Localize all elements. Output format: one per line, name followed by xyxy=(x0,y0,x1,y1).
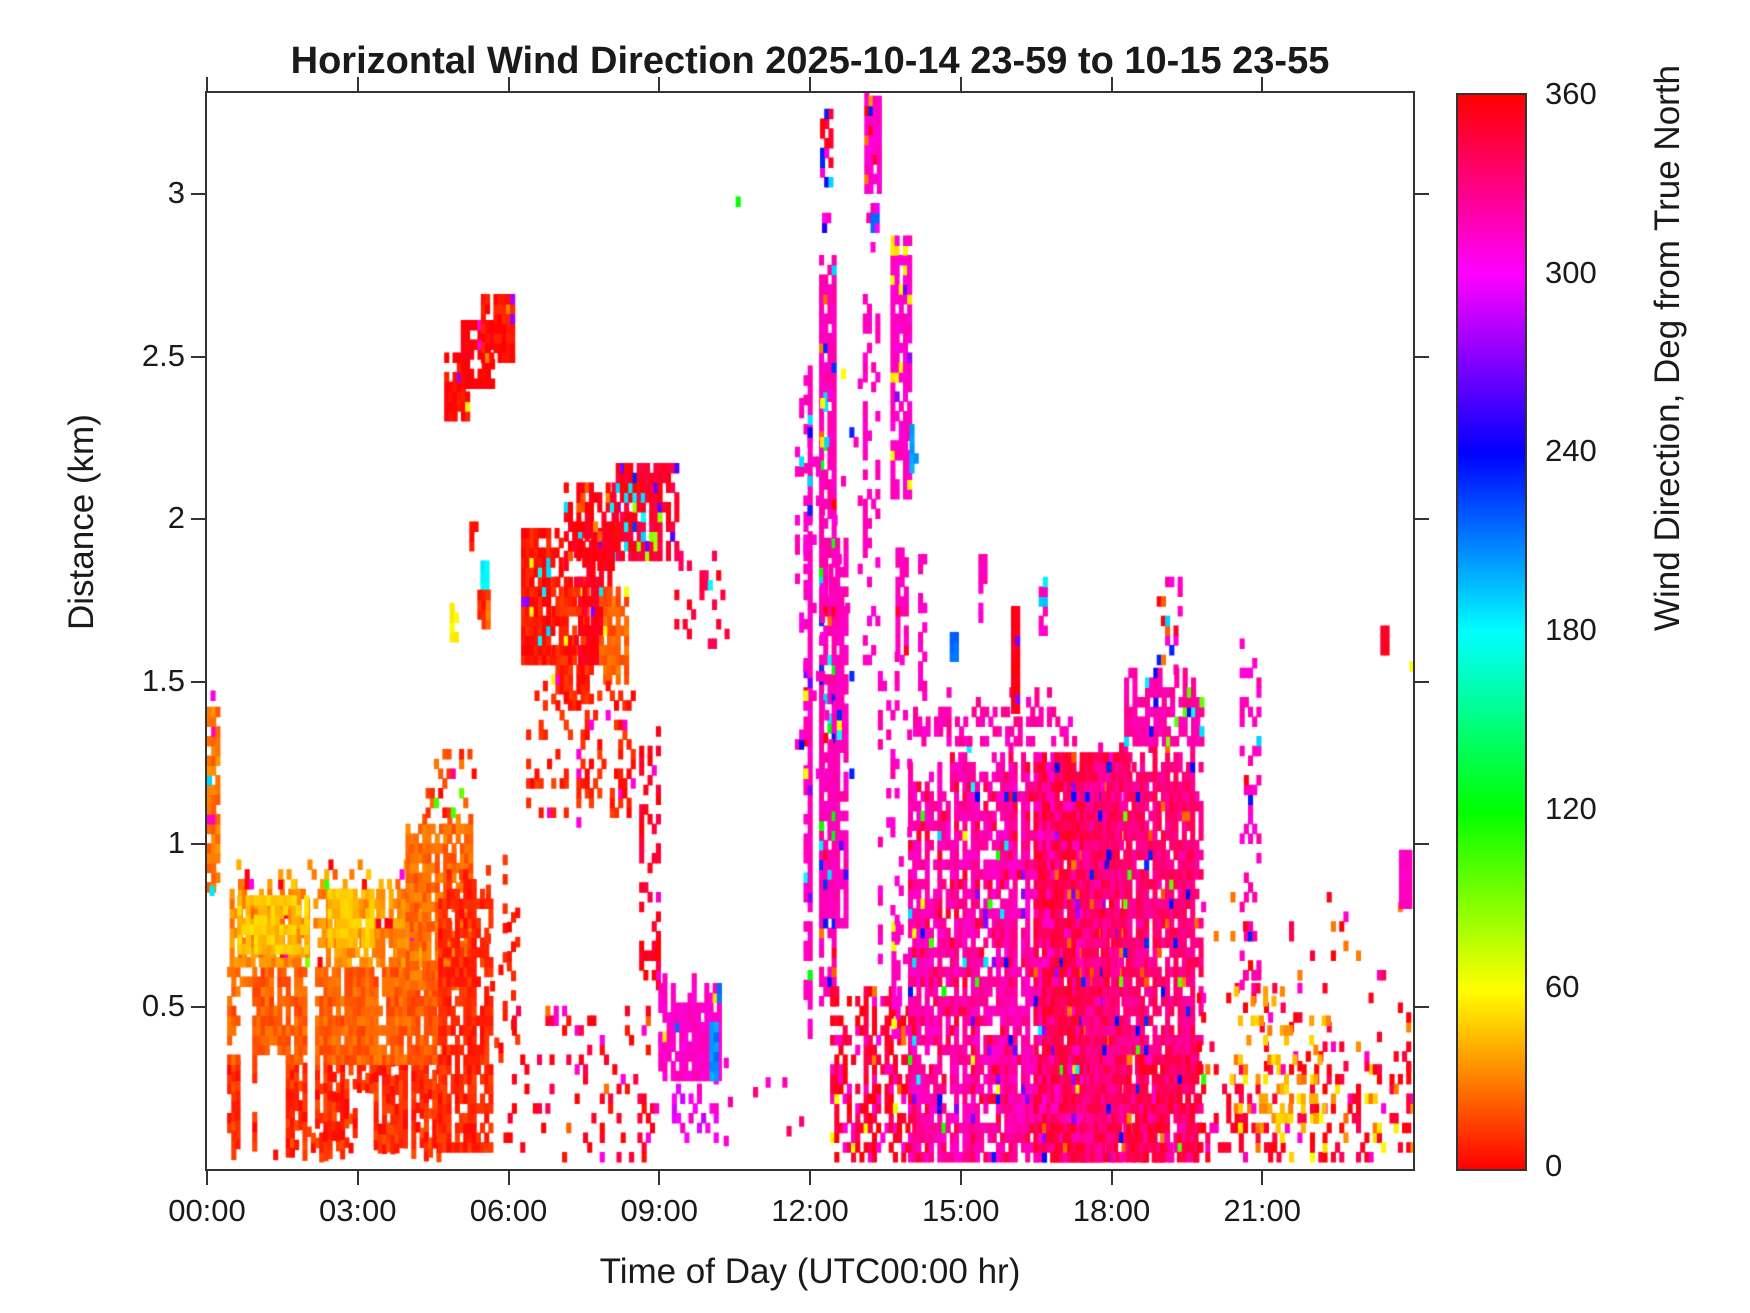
y-tick-label: 0.5 xyxy=(141,987,185,1023)
colorbar-tick-label: 60 xyxy=(1545,969,1580,1005)
x-tick-label: 18:00 xyxy=(1072,1193,1151,1228)
colorbar-tick-label: 360 xyxy=(1545,76,1597,111)
plot-border xyxy=(205,91,1415,1171)
y-tick-label: 1 xyxy=(167,825,185,860)
x-tick-label: 21:00 xyxy=(1223,1193,1302,1228)
chart-title: Horizontal Wind Direction 2025-10-14 23-… xyxy=(290,40,1330,82)
x-tick-label: 06:00 xyxy=(469,1193,548,1228)
y-tick-right xyxy=(1415,355,1429,358)
x-tick-top xyxy=(206,77,208,91)
colorbar-tick-label: 120 xyxy=(1545,790,1597,826)
x-tick xyxy=(1110,1171,1113,1185)
x-tick-label: 15:00 xyxy=(921,1193,1000,1228)
colorbar-tick-label: 0 xyxy=(1545,1148,1563,1183)
y-tick-right xyxy=(1415,518,1429,520)
y-tick xyxy=(191,843,205,845)
y-tick-right xyxy=(1415,1005,1429,1008)
x-tick xyxy=(658,1171,661,1185)
x-tick xyxy=(206,1171,208,1185)
x-tick-label: 12:00 xyxy=(771,1193,849,1228)
x-tick-label: 09:00 xyxy=(620,1193,699,1228)
colorbar-tick-label: 300 xyxy=(1545,254,1597,290)
y-tick xyxy=(191,193,205,195)
y-tick xyxy=(191,518,205,520)
y-tick xyxy=(191,680,205,683)
x-tick-top xyxy=(959,77,962,91)
y-tick-right xyxy=(1415,193,1429,195)
x-tick xyxy=(959,1171,962,1185)
colorbar xyxy=(1456,93,1527,1171)
x-tick xyxy=(1261,1171,1264,1185)
x-tick-top xyxy=(658,77,661,91)
x-tick xyxy=(507,1171,510,1185)
x-tick xyxy=(356,1171,359,1185)
colorbar-tick-label: 180 xyxy=(1545,612,1597,647)
colorbar-gradient xyxy=(1458,95,1525,1169)
x-tick xyxy=(809,1171,811,1185)
x-tick-label: 00:00 xyxy=(168,1193,246,1228)
colorbar-tick-label: 240 xyxy=(1545,433,1597,469)
y-tick-label: 1.5 xyxy=(141,662,185,698)
x-tick-top xyxy=(809,77,811,91)
x-axis-label: Time of Day (UTC00:00 hr) xyxy=(599,1252,1021,1291)
y-tick-label: 2 xyxy=(167,500,185,535)
y-tick-right xyxy=(1415,843,1429,845)
y-tick xyxy=(191,355,205,358)
y-tick-label: 2.5 xyxy=(141,337,185,373)
x-tick-top xyxy=(1110,77,1113,91)
x-tick-label: 03:00 xyxy=(318,1193,397,1228)
y-tick-right xyxy=(1415,680,1429,683)
x-tick-top xyxy=(507,77,510,91)
x-tick-top xyxy=(356,77,359,91)
y-tick xyxy=(191,1005,205,1008)
heatmap-canvas xyxy=(207,93,1413,1169)
x-tick-top xyxy=(1261,77,1264,91)
y-tick-label: 3 xyxy=(167,175,185,210)
